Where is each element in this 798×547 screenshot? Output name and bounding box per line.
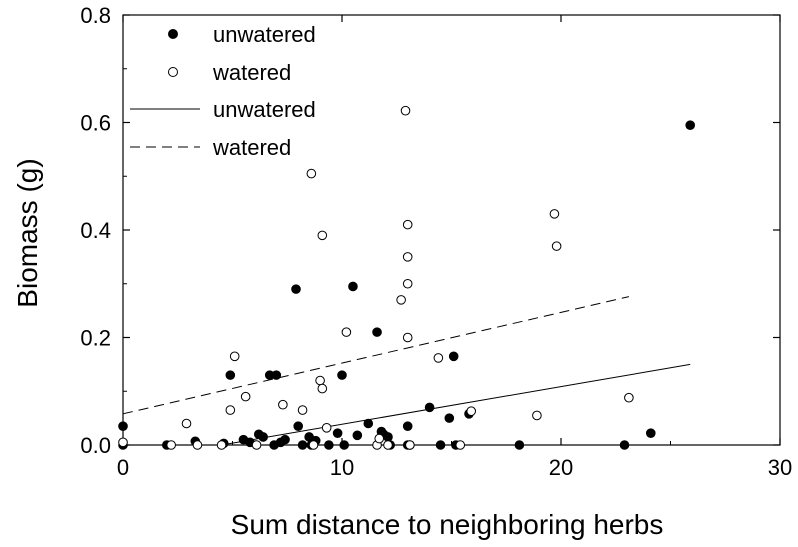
- y-tick-label: 0.2: [80, 326, 111, 351]
- point-watered: [405, 440, 415, 450]
- point-watered: [297, 405, 308, 415]
- trend-line-watered: [122, 296, 630, 415]
- point-watered: [455, 440, 466, 450]
- point-unwatered: [332, 428, 343, 438]
- trend-lines: [122, 296, 691, 446]
- legend-marker-watered-points: [168, 67, 178, 77]
- y-tick-label: 0.0: [80, 433, 111, 458]
- x-tick-label: 0: [117, 455, 129, 480]
- point-unwatered: [297, 440, 308, 450]
- point-unwatered: [619, 440, 630, 450]
- point-unwatered: [348, 281, 358, 292]
- x-tick-label: 30: [768, 455, 792, 480]
- point-watered: [315, 375, 325, 386]
- point-watered: [240, 391, 251, 402]
- point-watered: [402, 278, 413, 289]
- point-watered: [400, 105, 411, 116]
- point-unwatered: [383, 432, 393, 442]
- point-watered: [402, 252, 413, 262]
- point-watered: [317, 230, 328, 241]
- point-watered: [374, 433, 385, 444]
- point-unwatered: [118, 421, 128, 431]
- point-watered: [321, 423, 332, 433]
- point-unwatered: [280, 434, 290, 445]
- point-unwatered: [685, 120, 696, 130]
- point-watered: [308, 440, 319, 450]
- point-unwatered: [293, 421, 304, 431]
- point-unwatered: [645, 428, 656, 438]
- legend-label-watered-points: watered: [212, 60, 291, 85]
- point-watered: [532, 410, 542, 421]
- data-points: [118, 105, 696, 450]
- trend-line-unwatered: [221, 363, 691, 446]
- point-watered: [181, 418, 192, 429]
- point-watered: [466, 406, 477, 416]
- point-watered: [251, 440, 262, 450]
- point-unwatered: [291, 284, 301, 294]
- point-watered: [118, 437, 128, 448]
- point-unwatered: [444, 413, 455, 423]
- legend-label-watered-line: watered: [212, 135, 291, 160]
- point-watered: [402, 219, 413, 230]
- point-unwatered: [225, 370, 236, 380]
- point-watered: [624, 392, 634, 403]
- y-tick-label: 0.6: [80, 111, 111, 136]
- point-unwatered: [448, 351, 459, 362]
- legend-label-unwatered-points: unwatered: [213, 22, 316, 47]
- point-unwatered: [402, 421, 413, 431]
- x-tick-label: 10: [330, 455, 354, 480]
- point-watered: [306, 168, 317, 179]
- y-axis-title: Biomass (g): [12, 158, 43, 307]
- point-watered: [229, 351, 240, 362]
- point-watered: [396, 295, 406, 305]
- point-unwatered: [271, 370, 282, 380]
- y-tick-label: 0.8: [80, 3, 111, 28]
- point-unwatered: [514, 440, 525, 450]
- point-watered: [166, 440, 176, 450]
- y-axis-ticks: 0.0 0.2 0.4 0.6 0.8: [80, 3, 780, 458]
- point-unwatered: [352, 430, 363, 441]
- point-watered: [278, 399, 288, 410]
- point-unwatered: [363, 418, 374, 429]
- point-watered: [225, 405, 236, 415]
- legend-label-unwatered-line: unwatered: [213, 97, 316, 122]
- point-watered: [216, 440, 227, 450]
- point-unwatered: [424, 402, 435, 413]
- point-unwatered: [435, 440, 446, 450]
- point-unwatered: [324, 440, 334, 450]
- point-watered: [433, 353, 444, 363]
- point-watered: [192, 440, 203, 450]
- y-tick-label: 0.4: [80, 218, 111, 243]
- point-watered: [549, 209, 560, 219]
- legend-marker-unwatered-points: [168, 29, 178, 39]
- point-watered: [383, 440, 393, 450]
- point-watered: [317, 383, 328, 394]
- point-unwatered: [337, 370, 347, 380]
- point-unwatered: [372, 327, 382, 337]
- x-axis-ticks: 0 10 20 30: [117, 15, 792, 480]
- point-watered: [402, 332, 413, 343]
- x-axis-title: Sum distance to neighboring herbs: [231, 509, 664, 540]
- point-watered: [341, 327, 352, 337]
- legend: unwatered watered unwatered watered: [130, 22, 316, 160]
- x-tick-label: 20: [549, 455, 573, 480]
- point-unwatered: [339, 440, 349, 450]
- point-watered: [551, 241, 562, 251]
- point-unwatered: [258, 432, 268, 442]
